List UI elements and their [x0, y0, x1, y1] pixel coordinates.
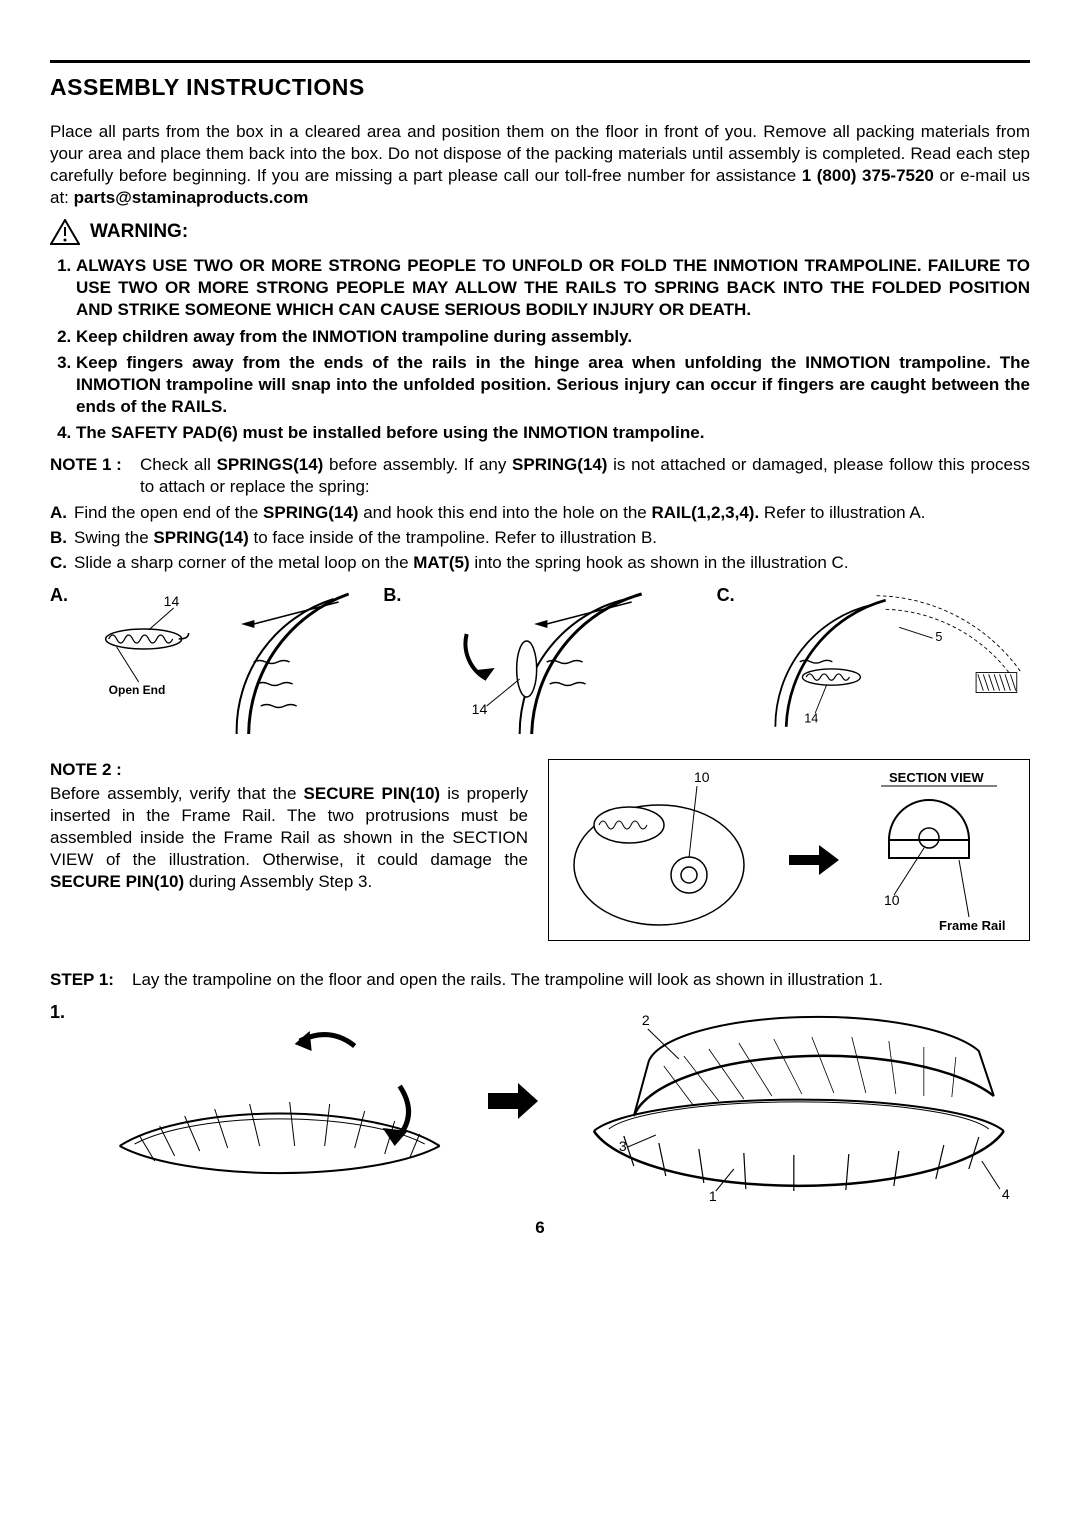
top-rule — [50, 60, 1030, 63]
svg-text:3: 3 — [619, 1138, 627, 1154]
figure-row-abc: A. 14 Open End B. — [50, 584, 1030, 740]
step1-figure-right: 2 3 1 4 — [558, 1001, 1030, 1207]
step1-text: Lay the trampoline on the floor and open… — [132, 969, 1030, 991]
note2-title: NOTE 2 : — [50, 759, 528, 781]
note1: NOTE 1 : Check all SPRINGS(14) before as… — [50, 454, 1030, 498]
warning-item: ALWAYS USE TWO OR MORE STRONG PEOPLE TO … — [76, 255, 1030, 321]
figure-C: C. 5 14 — [717, 584, 1030, 740]
arrow-icon — [488, 1081, 538, 1127]
figure-B-drawing: 14 — [407, 584, 696, 740]
figure-A-drawing: 14 Open End — [74, 584, 363, 740]
warning-triangle-icon — [50, 219, 80, 245]
svg-text:4: 4 — [1002, 1186, 1010, 1201]
step1-label: STEP 1: — [50, 969, 132, 991]
email-address: parts@staminaproducts.com — [74, 188, 309, 207]
note1-item-C: C. Slide a sharp corner of the metal loo… — [50, 552, 1030, 574]
warning-header: WARNING: — [50, 219, 1030, 245]
svg-text:10: 10 — [694, 769, 710, 785]
warning-item: Keep fingers away from the ends of the r… — [76, 352, 1030, 418]
step1: STEP 1: Lay the trampoline on the floor … — [50, 969, 1030, 991]
note1-item-A: A. Find the open end of the SPRING(14) a… — [50, 502, 1030, 524]
intro-paragraph: Place all parts from the box in a cleare… — [50, 121, 1030, 209]
svg-text:14: 14 — [804, 712, 818, 726]
figure-A: A. 14 Open End — [50, 584, 363, 740]
svg-text:1: 1 — [709, 1188, 717, 1201]
warning-list: ALWAYS USE TWO OR MORE STRONG PEOPLE TO … — [50, 255, 1030, 444]
note1-text: Check all SPRINGS(14) before assembly. I… — [140, 454, 1030, 498]
note1-item-B: B. Swing the SPRING(14) to face inside o… — [50, 527, 1030, 549]
svg-text:10: 10 — [884, 892, 900, 908]
note2-section: NOTE 2 : Before assembly, verify that th… — [50, 759, 1030, 941]
callout-14: 14 — [164, 593, 180, 609]
svg-text:14: 14 — [472, 701, 488, 717]
phone-number: 1 (800) 375-7520 — [802, 166, 934, 185]
open-end-label: Open End — [109, 683, 166, 697]
warning-label: WARNING: — [90, 220, 188, 245]
svg-text:SECTION VIEW: SECTION VIEW — [889, 770, 984, 785]
page-number: 6 — [50, 1217, 1030, 1239]
figure-C-drawing: 5 14 — [741, 584, 1030, 740]
step1-figures: 1. — [50, 1001, 1030, 1207]
note1-sublist: A. Find the open end of the SPRING(14) a… — [50, 502, 1030, 574]
note2-text: NOTE 2 : Before assembly, verify that th… — [50, 759, 528, 941]
svg-text:5: 5 — [935, 630, 942, 644]
step1-figure-left — [91, 1016, 468, 1192]
figure-B: B. 14 — [383, 584, 696, 740]
warning-item: Keep children away from the INMOTION tra… — [76, 326, 1030, 348]
warning-item: The SAFETY PAD(6) must be installed befo… — [76, 422, 1030, 444]
note1-label: NOTE 1 : — [50, 454, 140, 498]
svg-text:Frame Rail: Frame Rail — [939, 918, 1005, 933]
page-title: ASSEMBLY INSTRUCTIONS — [50, 73, 1030, 103]
step1-figure-label: 1. — [50, 1001, 65, 1024]
svg-text:2: 2 — [642, 1012, 650, 1028]
note2-figure: 10 SECTION VIEW 10 Frame Rail — [548, 759, 1030, 941]
